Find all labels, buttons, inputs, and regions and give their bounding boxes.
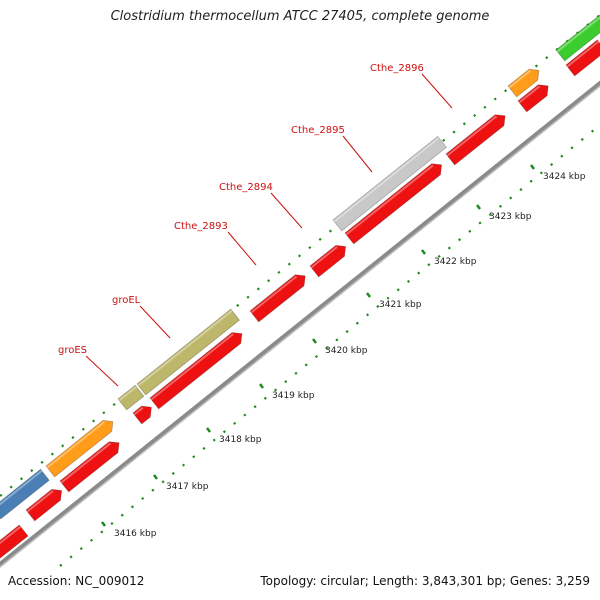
kbp-label: 3418 kbp: [219, 435, 262, 445]
olive-feature-groEL-highlight: [137, 309, 233, 387]
cds-feature: [25, 488, 63, 522]
kbp-label: 3416 kbp: [114, 529, 157, 539]
cds-feature-highlight: [518, 85, 541, 104]
blue-feature: [0, 468, 50, 520]
kbp-major-tick: [259, 383, 264, 389]
kbp-label: 3421 kbp: [379, 300, 422, 310]
cds-feature-highlight: [566, 40, 600, 68]
cds-feature: [249, 274, 306, 323]
cds-feature: [565, 39, 600, 77]
accession-text: Accession: NC_009012: [8, 574, 145, 588]
kbp-scale: 3416 kbp 3417 kbp 3418 kbp 3419 kbp 3420 kbp…: [101, 164, 586, 539]
kbp-major-tick: [366, 292, 371, 298]
olive-feature: [117, 384, 145, 411]
gene-label-leader: [421, 73, 453, 109]
gene-label: Cthe_2895: [291, 125, 345, 136]
orange-feature-2-highlight: [508, 69, 531, 89]
kbp-major-tick: [476, 204, 481, 210]
cds-feature: [0, 524, 29, 559]
green-feature: [555, 14, 600, 62]
olive-feature-groEL: [136, 308, 241, 396]
kbp-major-tick: [153, 474, 158, 480]
kbp-label: 3423 kbp: [489, 212, 532, 222]
cds-feature-highlight: [60, 442, 112, 484]
kbp-major-tick: [530, 164, 535, 170]
kbp-label: 3424 kbp: [543, 172, 586, 182]
cds-feature: [517, 84, 549, 113]
gene-label: Cthe_2896: [370, 63, 424, 74]
gene-label-leader: [85, 355, 119, 387]
gene-label: groEL: [112, 295, 141, 306]
cds-feature: [132, 405, 152, 425]
gene-label: Cthe_2893: [174, 221, 228, 232]
outer-tick-ring: [0, 14, 600, 497]
kbp-major-tick: [421, 249, 426, 255]
genome-backbone-shadow: [0, 85, 600, 568]
gray-feature-highlight: [333, 137, 440, 223]
cds-feature: [344, 163, 443, 245]
cds-feature-highlight: [133, 406, 144, 416]
cds-feature: [59, 441, 120, 493]
olive-feature-highlight: [118, 386, 138, 402]
kbp-label: 3422 kbp: [434, 257, 477, 267]
green-feature-highlight: [556, 16, 600, 53]
kbp-label: 3420 kbp: [325, 346, 368, 356]
gene-label-leader: [139, 305, 171, 339]
gene-label: groES: [58, 345, 87, 356]
cds-feature: [149, 332, 243, 410]
gray-feature: [332, 135, 448, 232]
cds-feature-highlight: [150, 333, 234, 401]
gene-features: [0, 14, 600, 559]
gene-label-leader: [342, 135, 373, 173]
kbp-major-tick: [206, 427, 211, 433]
orange-feature-highlight: [46, 421, 105, 469]
cds-feature: [445, 114, 506, 166]
cds-feature-highlight: [250, 275, 298, 314]
orange-feature-2: [507, 68, 540, 98]
gene-label-leader: [227, 231, 257, 266]
cds-feature-highlight: [26, 490, 54, 513]
genome-summary-text: Topology: circular; Length: 3,843,301 bp…: [260, 574, 590, 588]
kbp-label: 3417 kbp: [166, 482, 209, 492]
cds-feature: [309, 244, 347, 278]
gene-labels: groES groEL Cthe_2893 Cthe_2894 Cthe_2895 Cth…: [58, 63, 453, 387]
gene-label-leader: [270, 192, 303, 229]
cds-feature-highlight: [446, 115, 498, 157]
kbp-major-tick: [312, 338, 317, 344]
blue-feature-highlight: [0, 470, 43, 506]
gene-label: Cthe_2894: [219, 182, 273, 193]
kbp-major-tick: [101, 521, 106, 527]
genome-backbone: [0, 80, 600, 567]
kbp-label: 3419 kbp: [272, 391, 315, 401]
cds-feature-highlight: [345, 164, 434, 236]
map-title: Clostridium thermocellum ATCC 27405, com…: [110, 9, 490, 24]
inner-tick-ring: [59, 124, 600, 567]
orange-feature: [45, 419, 114, 478]
cds-feature-highlight: [310, 246, 338, 269]
cds-feature-highlight: [0, 525, 22, 545]
